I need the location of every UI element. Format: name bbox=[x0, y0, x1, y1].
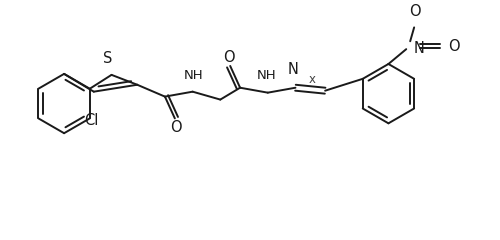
Text: O: O bbox=[410, 4, 421, 18]
Text: NH: NH bbox=[184, 69, 204, 82]
Text: O: O bbox=[448, 39, 460, 54]
Text: O: O bbox=[224, 50, 235, 65]
Text: NH: NH bbox=[257, 69, 276, 82]
Text: N: N bbox=[413, 41, 424, 56]
Text: O: O bbox=[170, 120, 181, 135]
Text: Cl: Cl bbox=[84, 114, 99, 128]
Text: x: x bbox=[309, 73, 316, 86]
Text: N: N bbox=[288, 62, 299, 77]
Text: S: S bbox=[103, 51, 113, 66]
